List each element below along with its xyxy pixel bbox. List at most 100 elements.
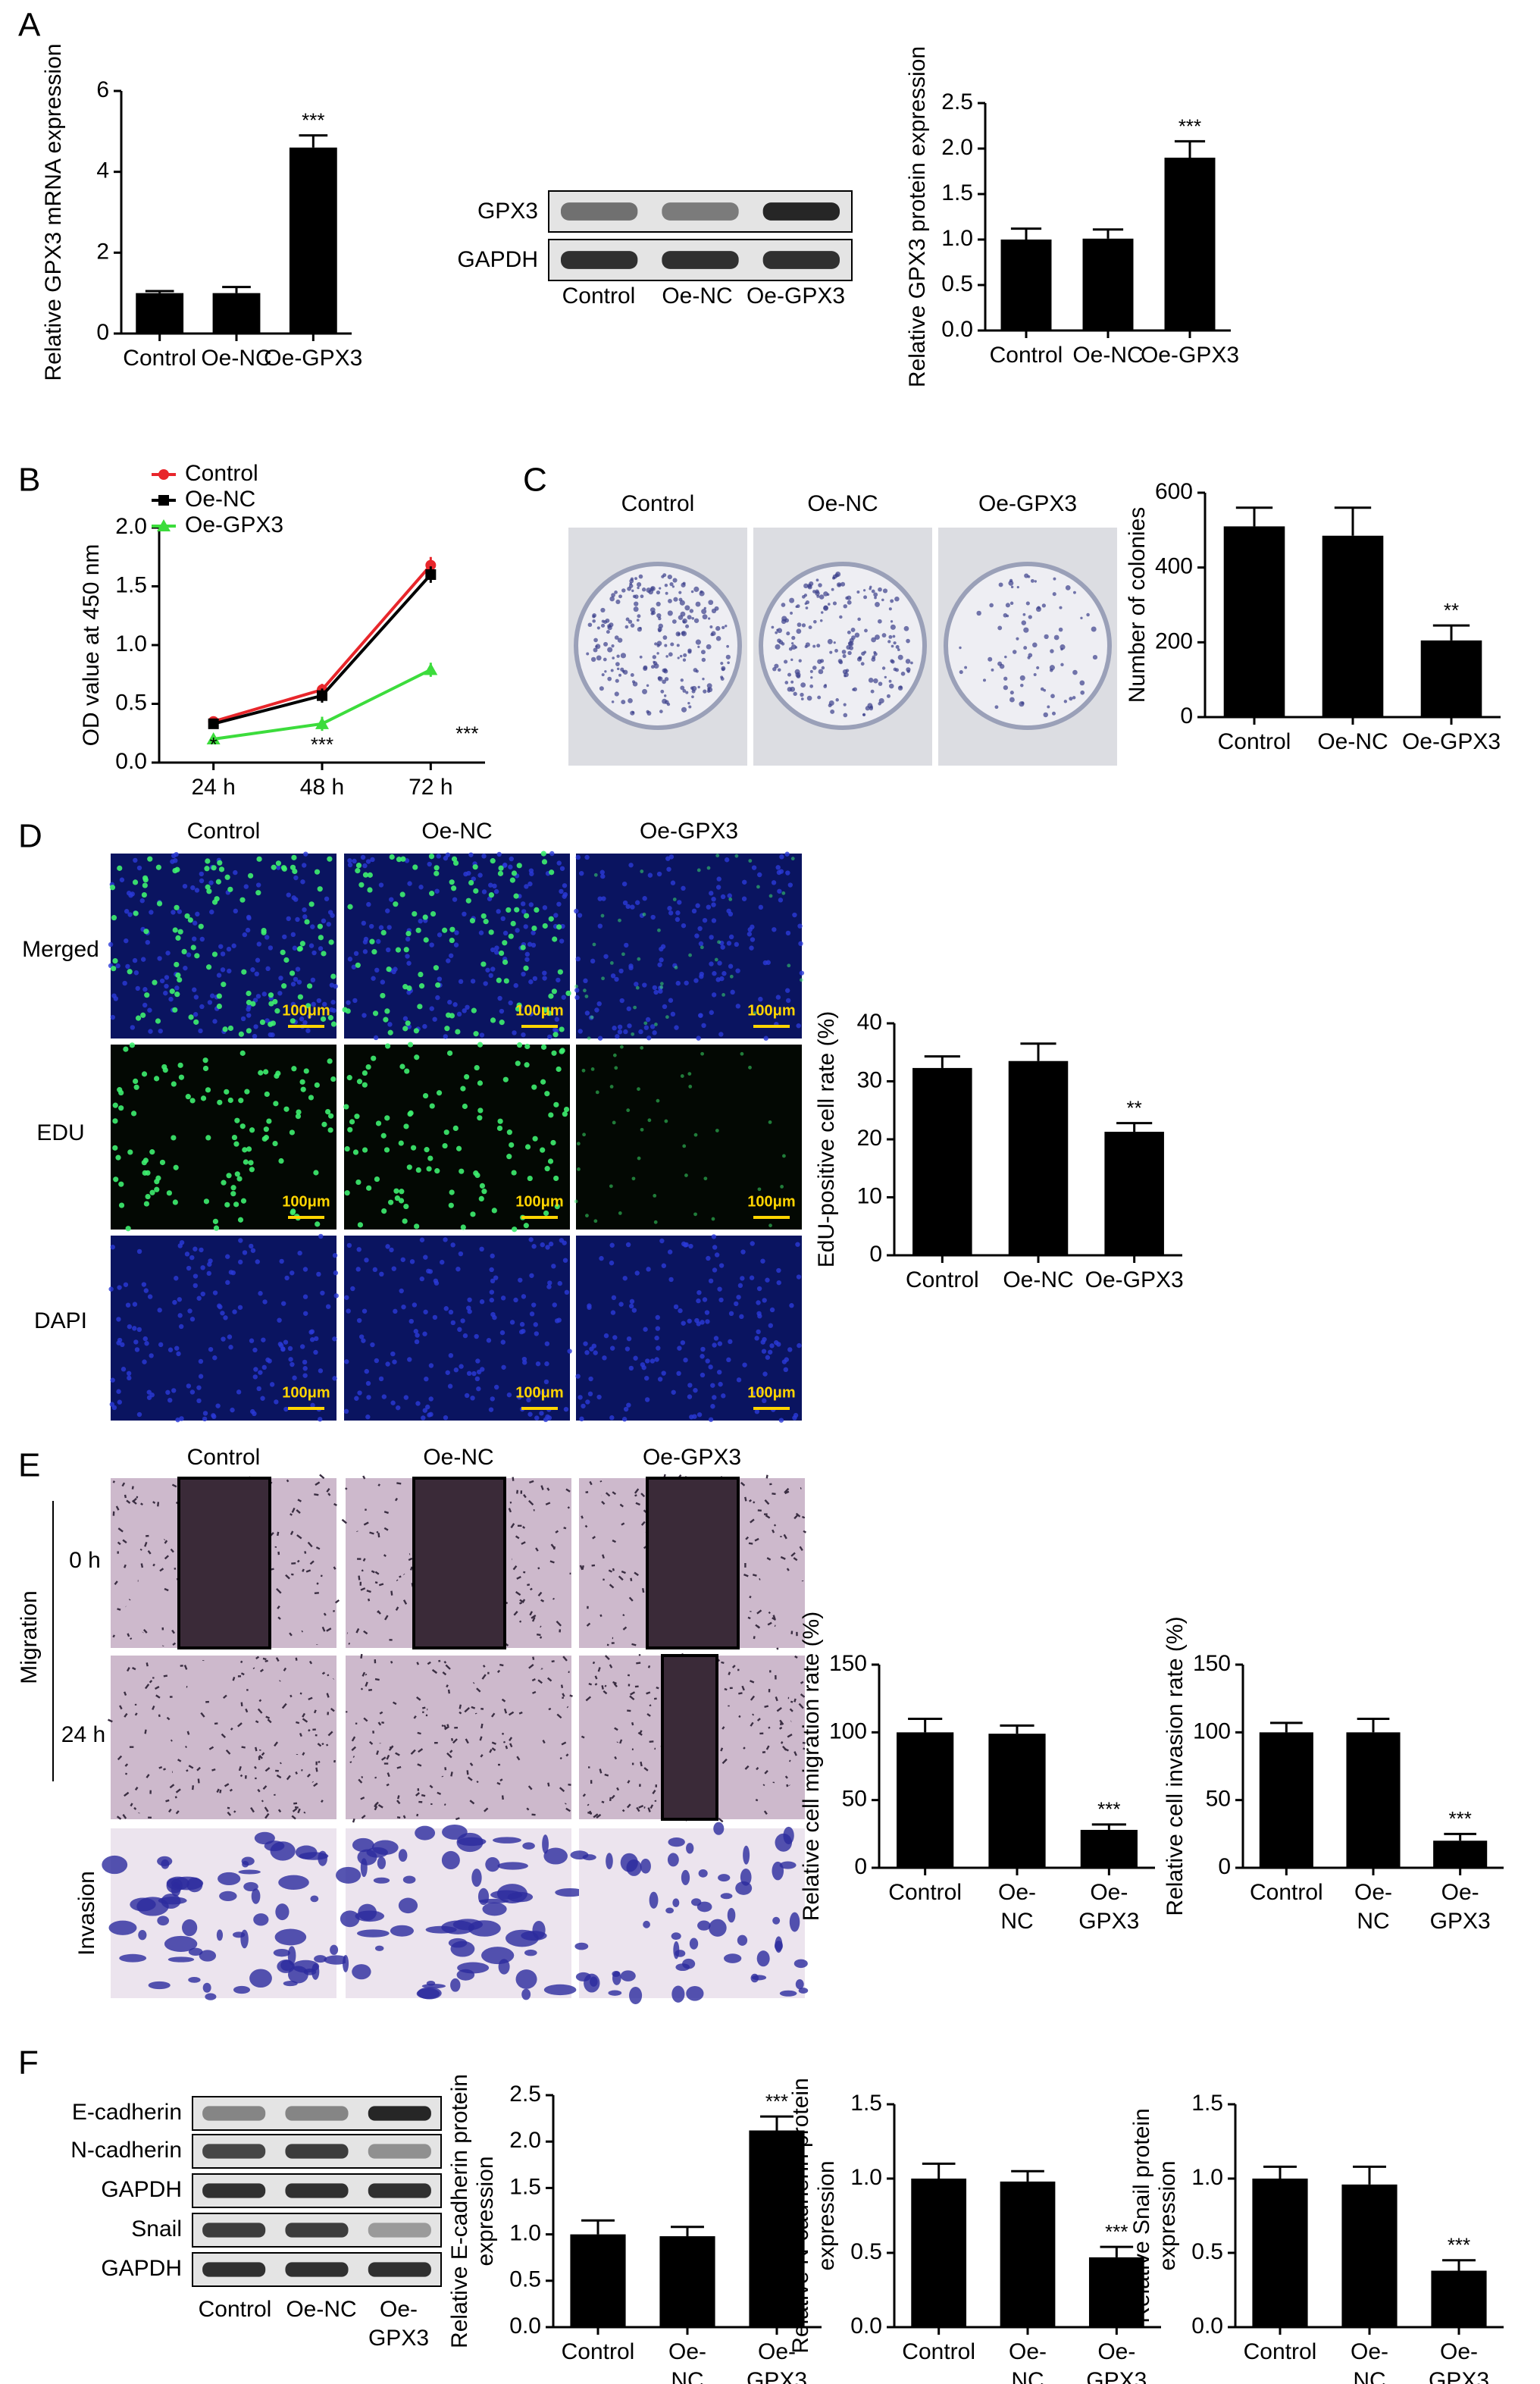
edu-cell — [556, 924, 562, 930]
nucleus — [647, 872, 653, 878]
colony — [668, 598, 672, 603]
nucleus — [474, 1333, 479, 1339]
nucleus — [762, 1298, 767, 1303]
edu-cell — [371, 949, 377, 955]
colony — [1003, 684, 1009, 691]
x-tick-label: Control — [1218, 729, 1291, 754]
nucleus — [419, 1276, 424, 1282]
nucleus — [133, 1339, 139, 1345]
edu-cell — [516, 1002, 522, 1008]
nucleus — [624, 1346, 631, 1352]
colony — [1051, 711, 1056, 716]
x-tick-label: Oe-NC — [998, 1880, 1036, 1934]
cell — [290, 1513, 293, 1516]
nucleus — [127, 912, 133, 917]
edu-cell — [194, 953, 200, 959]
nucleus — [529, 1311, 535, 1317]
cell — [556, 1621, 562, 1627]
cell — [327, 1731, 333, 1737]
nucleus — [769, 1307, 775, 1313]
nucleus — [175, 1417, 180, 1423]
nucleus — [783, 1367, 789, 1373]
nucleus — [485, 967, 490, 973]
colony — [1009, 601, 1014, 606]
edu-cell — [550, 1139, 556, 1146]
nucleus — [246, 1013, 252, 1018]
cell — [366, 1590, 371, 1593]
cell — [360, 1653, 363, 1659]
nucleus — [447, 1383, 453, 1389]
colony — [882, 588, 888, 594]
cell — [591, 1564, 596, 1567]
cell — [528, 1664, 534, 1669]
edu-cell — [222, 1026, 228, 1032]
colony — [593, 638, 598, 643]
cell — [387, 1772, 390, 1778]
nucleus — [171, 1388, 177, 1393]
cell — [416, 1696, 421, 1701]
nucleus — [657, 1377, 663, 1382]
y-axis-label: EdU-positive cell rate (%) — [814, 1011, 839, 1267]
nucleus — [385, 1361, 390, 1367]
nucleus — [618, 1302, 624, 1307]
nucleus — [293, 976, 299, 982]
invading-cell — [643, 1920, 650, 1928]
colony — [784, 681, 789, 684]
colony — [616, 654, 620, 658]
cell — [465, 1738, 469, 1744]
cell — [171, 1629, 175, 1634]
edu-cell — [393, 901, 399, 907]
edu-cell — [715, 854, 720, 858]
cell — [750, 1518, 755, 1524]
cell — [803, 1747, 806, 1750]
nucleus — [124, 909, 130, 914]
nucleus — [618, 968, 624, 974]
edu-cell — [263, 1135, 269, 1141]
cell — [321, 1626, 326, 1632]
edu-cell — [278, 1158, 284, 1164]
invading-cell — [456, 1832, 484, 1853]
nucleus — [705, 1358, 710, 1364]
colony — [813, 619, 817, 624]
cell — [519, 1620, 522, 1623]
image-row-label: 24 h — [61, 1722, 105, 1747]
y-axis-label: Relative E-cadherin protein — [447, 2074, 472, 2348]
edu-cell — [534, 907, 540, 913]
invading-cell — [720, 1893, 733, 1900]
cell — [255, 1746, 258, 1752]
cell — [784, 1775, 788, 1779]
edu-cell — [516, 863, 522, 869]
nucleus — [552, 1027, 558, 1032]
nucleus — [145, 939, 151, 945]
cell — [402, 1599, 408, 1605]
cell — [622, 1614, 625, 1617]
nucleus — [385, 1244, 390, 1249]
cell — [605, 1492, 611, 1497]
edu-cell — [584, 995, 589, 998]
colony — [869, 587, 872, 591]
panel-letter: D — [18, 818, 42, 855]
y-axis-label: Relative cell migration rate (%) — [799, 1612, 824, 1921]
nucleus — [509, 1320, 515, 1325]
edu-cell — [386, 966, 392, 973]
cell — [348, 1642, 351, 1645]
edu-cell — [715, 1129, 719, 1132]
nucleus — [798, 941, 803, 947]
significance: *** — [302, 109, 324, 132]
edu-cell — [145, 1193, 151, 1200]
nucleus — [784, 988, 790, 993]
colony — [603, 641, 609, 647]
nucleus — [547, 1034, 552, 1040]
blot-row-label: GAPDH — [101, 2256, 182, 2281]
cell — [750, 1695, 756, 1701]
cell — [361, 1569, 364, 1572]
colony — [860, 662, 865, 666]
nucleus — [296, 979, 302, 985]
edu-cell — [523, 913, 530, 919]
y-tick-label: 10 — [857, 1183, 882, 1208]
y-axis-label: Relative N-cadherin protein — [788, 2078, 813, 2354]
edu-cell — [239, 1123, 246, 1129]
edu-cell — [462, 1103, 468, 1110]
cell — [496, 1669, 501, 1674]
cell — [537, 1679, 543, 1684]
